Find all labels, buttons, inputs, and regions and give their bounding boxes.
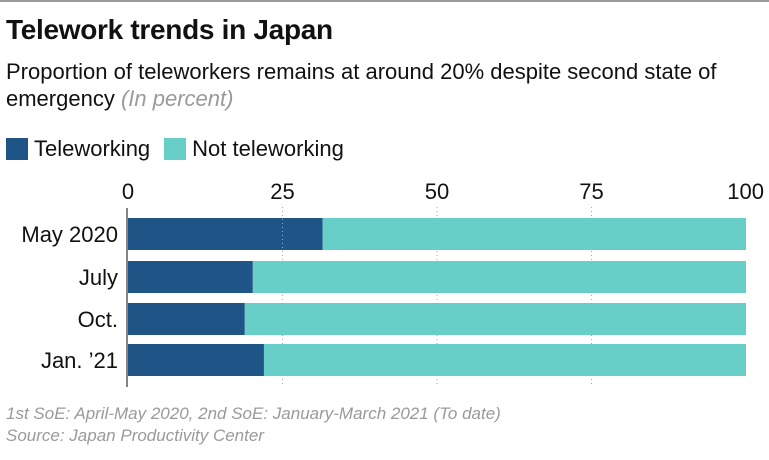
- subtitle-text: Proportion of teleworkers remains at aro…: [6, 59, 717, 111]
- bar-teleworking: [128, 344, 264, 376]
- unit-label: (In percent): [120, 86, 234, 111]
- x-tick-label: 75: [579, 179, 603, 204]
- legend-swatch-not-teleworking: [164, 138, 187, 160]
- legend-label-not-teleworking: Not teleworking: [192, 136, 344, 161]
- category-label: May 2020: [21, 222, 118, 247]
- chart-subtitle: Proportion of teleworkers remains at aro…: [6, 58, 746, 112]
- bar-not-teleworking: [322, 218, 746, 250]
- bar-teleworking: [128, 303, 245, 335]
- bar-teleworking: [128, 218, 323, 250]
- category-label: Oct.: [78, 307, 118, 332]
- legend: Teleworking Not teleworking: [6, 136, 358, 162]
- bar-not-teleworking: [263, 344, 746, 376]
- x-tick-label: 100: [727, 179, 764, 204]
- note-source: Source: Japan Productivity Center: [6, 426, 264, 445]
- category-label: Jan. ’21: [41, 348, 118, 373]
- x-tick-label: 50: [425, 179, 449, 204]
- x-tick-label: 25: [270, 179, 294, 204]
- bar-teleworking: [128, 261, 253, 293]
- note-soe: 1st SoE: April-May 2020, 2nd SoE: Januar…: [6, 404, 501, 423]
- legend-swatch-teleworking: [6, 138, 28, 160]
- legend-label-teleworking: Teleworking: [34, 136, 151, 161]
- x-tick-label: 0: [122, 179, 134, 204]
- bar-not-teleworking: [252, 261, 746, 293]
- chart-title: Telework trends in Japan: [6, 14, 333, 45]
- category-label: July: [79, 265, 118, 290]
- bar-not-teleworking: [244, 303, 746, 335]
